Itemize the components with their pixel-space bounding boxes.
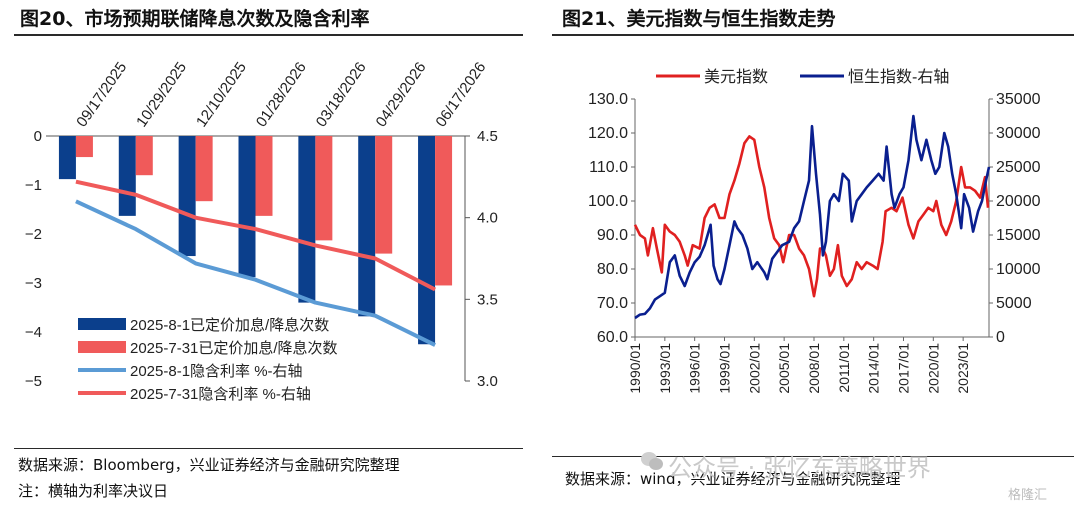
bar-aug1 <box>418 136 436 345</box>
x-tick-label: 2017/01 <box>895 343 911 394</box>
watermark-corner: 格隆汇 <box>1008 488 1048 503</box>
left-source: 数据来源：Bloomberg，兴业证券经济与金融研究院整理 <box>18 456 400 474</box>
right-y-tick-label: 0 <box>996 329 1005 346</box>
x-category-label: 06/17/2026 <box>432 59 489 130</box>
legend-label: 2025-8-1已定价加息/降息次数 <box>130 317 329 334</box>
left-y-tick-label: −1 <box>25 177 42 194</box>
right-y-tick-label: 25000 <box>996 159 1041 176</box>
x-category-label: 10/29/2025 <box>133 59 190 130</box>
x-tick-label: 1996/01 <box>687 343 703 394</box>
right-y-tick-label: 10000 <box>996 261 1041 278</box>
left-y-tick-label: 100.0 <box>588 193 628 210</box>
left-y-tick-label: 90.0 <box>597 227 628 244</box>
x-tick-label: 2002/01 <box>746 343 762 394</box>
legend-label: 2025-8-1隐含利率 %-右轴 <box>130 363 303 380</box>
bar-aug1 <box>238 136 256 278</box>
wechat-icon <box>641 452 663 470</box>
left-y-tick-label: −5 <box>25 373 42 390</box>
left-y-tick-label: 130.0 <box>588 91 628 108</box>
left-title-rule <box>14 34 523 36</box>
x-tick-label: 1999/01 <box>716 343 732 394</box>
bar-aug1 <box>358 136 376 317</box>
right-source: 数据来源：wind，兴业证券经济与金融研究院整理 <box>565 470 901 488</box>
x-tick-label: 1993/01 <box>657 343 673 394</box>
x-tick-label: 2020/01 <box>925 343 941 394</box>
watermark-text: 公众号 · 张忆东策略世界 <box>668 454 931 482</box>
right-y-tick-label: 3.0 <box>477 373 498 390</box>
bar-jul31 <box>75 136 93 158</box>
bar-jul31 <box>435 136 453 286</box>
x-tick-label: 1990/01 <box>627 343 643 394</box>
bar-jul31 <box>135 136 153 176</box>
right-y-tick-label: 30000 <box>996 125 1041 142</box>
left-y-tick-label: 0 <box>34 128 42 145</box>
left-y-tick-label: 80.0 <box>597 261 628 278</box>
bar-jul31 <box>375 136 393 254</box>
left-y-tick-label: 110.0 <box>589 159 628 176</box>
x-tick-label: 2014/01 <box>866 343 882 394</box>
x-category-label: 01/28/2026 <box>253 59 310 130</box>
left-chart: 0 −1 −2 −3 −4 −5 4.5 4.0 3.5 3.0 09/17/2025 10/29/2… <box>25 59 498 403</box>
right-y-tick-label: 5000 <box>996 295 1032 312</box>
implied-rate-line-aug1 <box>75 199 436 347</box>
implied-rate-line-jul31 <box>75 179 436 292</box>
right-chart: 130.0 120.0 110.0 100.0 90.0 80.0 70.0 60.0 3500… <box>588 68 1041 394</box>
bar-jul31 <box>315 136 333 241</box>
right-y-tick-label: 20000 <box>996 193 1041 210</box>
right-y-tick-label: 4.0 <box>477 210 498 227</box>
x-tick-label: 2008/01 <box>806 343 822 394</box>
left-note: 注：横轴为利率决议日 <box>18 482 169 500</box>
x-tick-label: 2005/01 <box>776 343 792 394</box>
bar-aug1 <box>118 136 136 216</box>
left-y-tick-label: 70.0 <box>597 295 628 312</box>
right-chart-title: 图21、美元指数与恒生指数走势 <box>562 8 836 30</box>
usd-index-line <box>633 135 990 298</box>
x-category-label: 03/18/2026 <box>313 59 370 130</box>
right-y-tick-label: 4.5 <box>477 128 498 145</box>
right-footer-rule <box>552 456 1074 457</box>
x-tick-label: 2023/01 <box>955 343 971 394</box>
bar-aug1 <box>298 136 316 303</box>
legend-label: 2025-7-31隐含利率 %-右轴 <box>130 386 311 403</box>
legend-swatch <box>78 341 126 353</box>
left-footer-rule <box>14 448 523 449</box>
bar-jul31 <box>255 136 273 216</box>
hang-seng-line <box>634 114 991 320</box>
legend-label: 恒生指数-右轴 <box>848 68 949 86</box>
left-y-tick-label: −2 <box>25 226 42 243</box>
legend-label: 2025-7-31已定价加息/降息次数 <box>130 340 338 357</box>
legend-swatch <box>78 318 126 330</box>
x-category-label: 04/29/2026 <box>373 59 430 130</box>
x-category-label: 09/17/2025 <box>73 59 130 130</box>
bar-jul31 <box>195 136 213 202</box>
right-y-tick-label: 35000 <box>996 91 1041 108</box>
bar-aug1 <box>178 136 196 257</box>
bar-aug1 <box>58 136 76 180</box>
left-y-tick-label: 120.0 <box>588 125 628 142</box>
legend-label: 美元指数 <box>704 68 768 86</box>
right-y-tick-label: 3.5 <box>477 291 498 308</box>
x-tick-label: 2011/01 <box>836 343 852 393</box>
left-chart-title: 图20、市场预期联储降息次数及隐含利率 <box>20 8 370 30</box>
x-category-label: 12/10/2025 <box>193 59 250 130</box>
left-y-tick-label: −4 <box>25 324 42 341</box>
left-y-tick-label: −3 <box>25 275 42 292</box>
right-y-tick-label: 15000 <box>996 227 1041 244</box>
left-y-tick-label: 60.0 <box>597 329 628 346</box>
right-title-rule <box>552 34 1074 36</box>
